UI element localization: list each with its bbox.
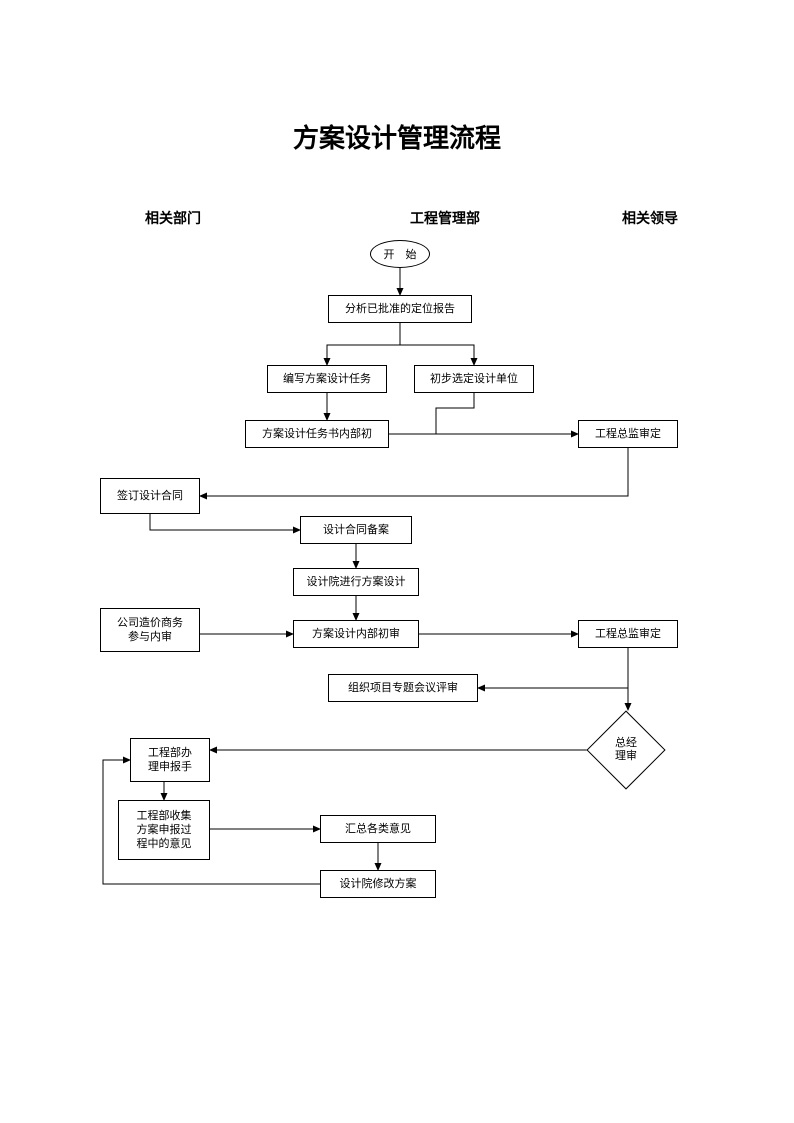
flow-edge-split-n3: [400, 345, 474, 365]
flow-node-n10: 方案设计内部初审: [293, 620, 419, 648]
flow-edges: [0, 0, 794, 1123]
flow-node-n4: 方案设计任务书内部初: [245, 420, 389, 448]
flow-node-n1: 分析已批准的定位报告: [328, 295, 472, 323]
flow-edge-n6-n7: [150, 514, 300, 530]
flow-node-n2: 编写方案设计任务: [267, 365, 387, 393]
page-title: 方案设计管理流程: [0, 118, 794, 155]
flow-node-n8: 设计院进行方案设计: [293, 568, 419, 596]
flow-node-n17: 设计院修改方案: [320, 870, 436, 898]
flow-node-n16: 汇总各类意见: [320, 815, 436, 843]
page: 方案设计管理流程 相关部门 工程管理部 相关领导 开 始分析已批准的定位报告编写…: [0, 0, 794, 1123]
flow-node-n6: 签订设计合同: [100, 478, 200, 514]
flow-edge-split-n2: [327, 345, 400, 365]
flow-node-n5: 工程总监审定: [578, 420, 678, 448]
flow-node-n12: 组织项目专题会议评审: [328, 674, 478, 702]
col-header-dept: 相关部门: [145, 208, 201, 228]
flow-node-n9: 公司造价商务参与内审: [100, 608, 200, 652]
flow-node-n14: 工程部办理申报手: [130, 738, 210, 782]
flow-edge-n11-n12: [478, 648, 628, 688]
col-header-leader: 相关领导: [622, 208, 678, 228]
flow-node-n15: 工程部收集方案申报过程中的意见: [118, 800, 210, 860]
flow-node-n13: 总经理审: [598, 722, 654, 778]
flow-node-n7: 设计合同备案: [300, 516, 412, 544]
flow-edge-n3-down3: [436, 393, 474, 434]
flow-edge-n5-n6: [200, 448, 628, 496]
col-header-pm: 工程管理部: [410, 208, 480, 228]
flow-node-n3: 初步选定设计单位: [414, 365, 534, 393]
flow-node-start: 开 始: [370, 240, 430, 268]
flow-node-n11: 工程总监审定: [578, 620, 678, 648]
